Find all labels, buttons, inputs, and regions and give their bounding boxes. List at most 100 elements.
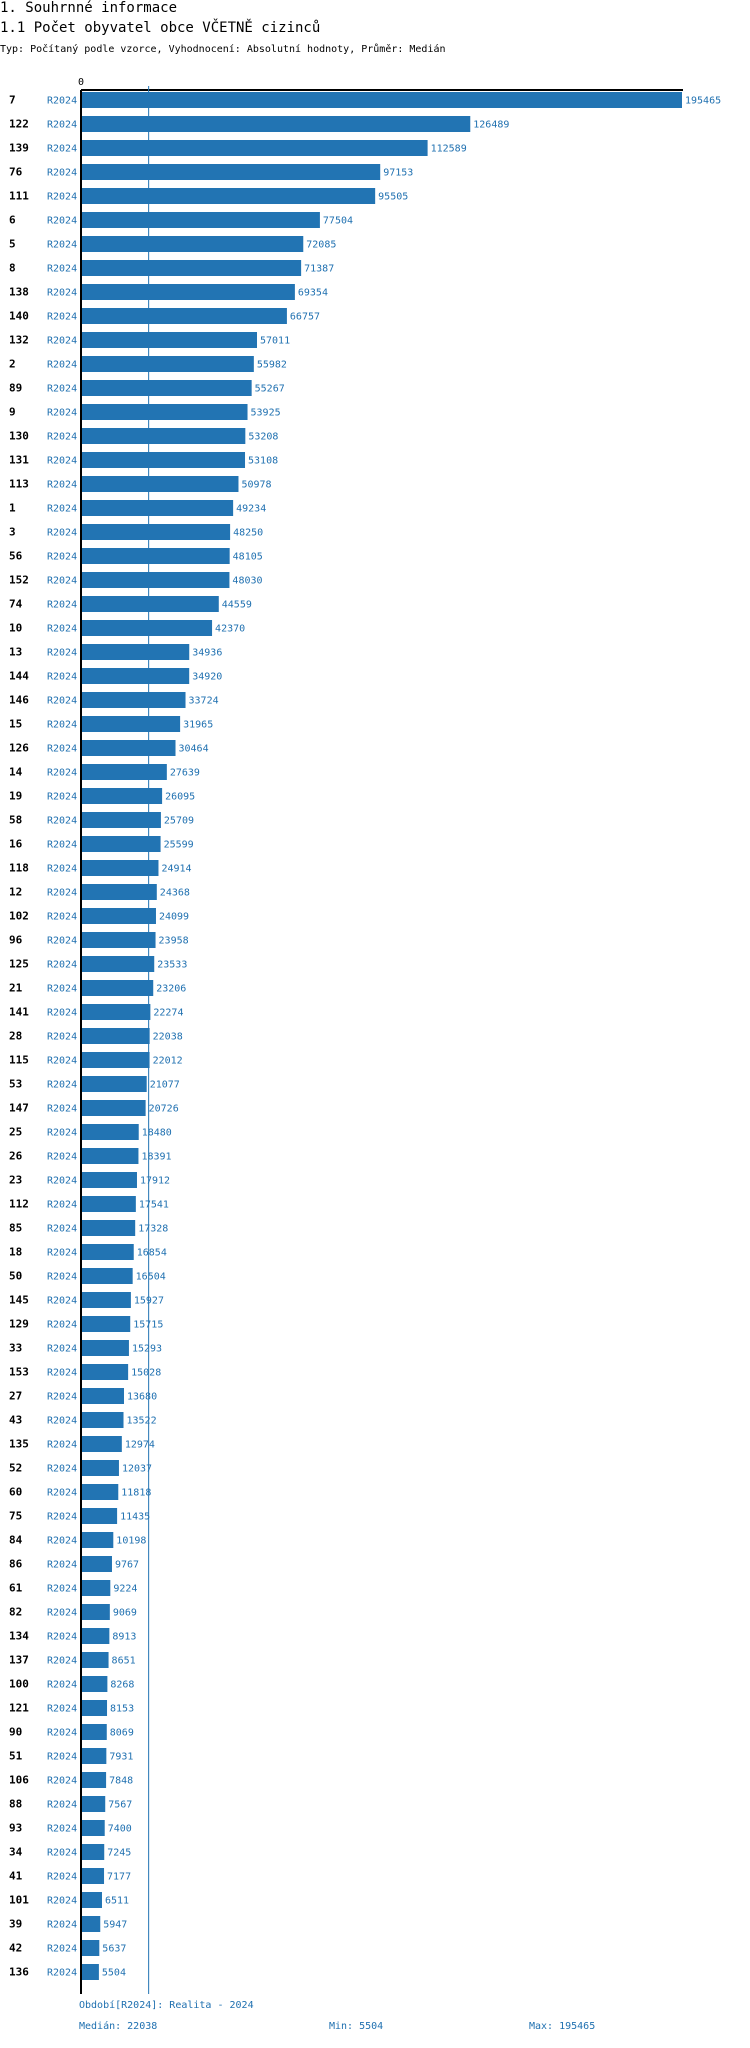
bar (82, 644, 190, 660)
value-label: 69354 (298, 288, 328, 299)
value-label: 10198 (116, 1536, 146, 1547)
bar (82, 1748, 107, 1764)
bar (82, 1724, 107, 1740)
category-label: 3 (9, 526, 16, 539)
category-label: 147 (9, 1102, 29, 1115)
bar (82, 92, 682, 108)
category-label: 101 (9, 1894, 29, 1907)
value-label: 11435 (120, 1512, 150, 1523)
bar (82, 332, 258, 348)
series-label: R2024 (47, 1896, 77, 1907)
value-label: 12037 (122, 1464, 152, 1475)
category-label: 19 (9, 790, 22, 803)
series-label: R2024 (47, 1464, 77, 1475)
value-label: 22038 (153, 1032, 183, 1043)
bar (82, 572, 230, 588)
series-label: R2024 (47, 1680, 77, 1691)
value-label: 53108 (248, 456, 278, 467)
category-label: 145 (9, 1294, 29, 1307)
series-label: R2024 (47, 1128, 77, 1139)
category-label: 112 (9, 1198, 29, 1211)
category-label: 75 (9, 1510, 22, 1523)
value-label: 12974 (125, 1440, 155, 1451)
value-label: 126489 (473, 120, 509, 131)
category-label: 130 (9, 430, 29, 443)
series-label: R2024 (47, 768, 77, 779)
category-label: 115 (9, 1054, 29, 1067)
bar (82, 1580, 111, 1596)
bar (82, 1124, 139, 1140)
category-label: 118 (9, 862, 29, 875)
value-label: 7245 (107, 1848, 131, 1859)
series-label: R2024 (47, 1416, 77, 1427)
series-label: R2024 (47, 1344, 77, 1355)
bar (82, 932, 156, 948)
bar (82, 1172, 137, 1188)
series-label: R2024 (47, 696, 77, 707)
category-label: 139 (9, 142, 29, 155)
series-label: R2024 (47, 1656, 77, 1667)
bar (82, 1364, 129, 1380)
bar (82, 956, 155, 972)
axis-zero-label: 0 (78, 77, 84, 88)
bar (82, 908, 156, 924)
series-label: R2024 (47, 120, 77, 131)
category-label: 134 (9, 1630, 29, 1643)
value-label: 55267 (255, 384, 285, 395)
category-label: 88 (9, 1798, 22, 1811)
series-label: R2024 (47, 1368, 77, 1379)
series-label: R2024 (47, 936, 77, 947)
category-label: 13 (9, 646, 22, 659)
category-label: 106 (9, 1774, 29, 1787)
value-label: 7177 (107, 1872, 131, 1883)
bar (82, 812, 161, 828)
category-label: 131 (9, 454, 29, 467)
series-label: R2024 (47, 1080, 77, 1091)
category-label: 86 (9, 1558, 23, 1571)
value-label: 44559 (222, 600, 252, 611)
bar (82, 884, 157, 900)
series-label: R2024 (47, 1848, 77, 1859)
bar (82, 1460, 119, 1476)
bar (82, 860, 159, 876)
value-label: 8153 (110, 1704, 134, 1715)
category-label: 51 (9, 1750, 23, 1763)
category-label: 2 (9, 358, 16, 371)
category-label: 12 (9, 886, 22, 899)
bar (82, 1532, 114, 1548)
bar (82, 1604, 110, 1620)
bar (82, 1412, 124, 1428)
value-label: 53208 (248, 432, 278, 443)
value-label: 27639 (170, 768, 200, 779)
value-label: 31965 (183, 720, 213, 731)
value-label: 53925 (251, 408, 281, 419)
category-label: 61 (9, 1582, 23, 1595)
value-label: 5504 (102, 1968, 126, 1979)
series-label: R2024 (47, 1008, 77, 1019)
bar (82, 668, 190, 684)
bar (82, 260, 302, 276)
series-label: R2024 (47, 720, 77, 731)
bar (82, 1148, 139, 1164)
category-label: 7 (9, 94, 16, 107)
value-label: 18391 (141, 1152, 171, 1163)
value-label: 9069 (113, 1608, 137, 1619)
category-label: 43 (9, 1414, 22, 1427)
category-label: 15 (9, 718, 22, 731)
series-label: R2024 (47, 1968, 77, 1979)
bar (82, 356, 254, 372)
bar (82, 284, 295, 300)
series-label: R2024 (47, 192, 77, 203)
category-label: 153 (9, 1366, 29, 1379)
value-label: 22012 (153, 1056, 183, 1067)
series-label: R2024 (47, 672, 77, 683)
value-label: 9224 (113, 1584, 137, 1595)
category-label: 16 (9, 838, 23, 851)
category-label: 122 (9, 118, 29, 131)
bar (82, 836, 161, 852)
value-label: 24368 (160, 888, 190, 899)
category-label: 100 (9, 1678, 29, 1691)
bar (82, 1484, 119, 1500)
series-label: R2024 (47, 1800, 77, 1811)
series-label: R2024 (47, 264, 77, 275)
